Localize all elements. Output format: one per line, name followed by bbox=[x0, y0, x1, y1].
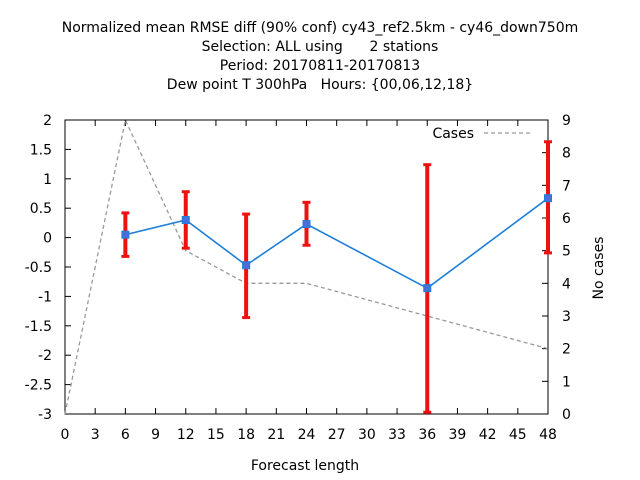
y-tick-label: -2.5 bbox=[25, 378, 52, 394]
chart-title: Normalized mean RMSE diff (90% conf) cy4… bbox=[61, 20, 579, 36]
y2-tick-label: 6 bbox=[562, 211, 571, 227]
y-tick-label: -1 bbox=[38, 289, 52, 305]
x-tick-label: 12 bbox=[177, 427, 195, 443]
y-tick-label: 1.5 bbox=[30, 142, 52, 158]
x-tick-label: 3 bbox=[91, 427, 100, 443]
y-tick-label: -3 bbox=[38, 407, 52, 423]
x-tick-label: 18 bbox=[237, 427, 255, 443]
diff-line bbox=[125, 197, 549, 290]
y2-tick-label: 0 bbox=[562, 407, 571, 423]
y2-tick-label: 4 bbox=[562, 276, 571, 292]
x-axis-label: Forecast length bbox=[251, 458, 359, 474]
x-tick-label: 6 bbox=[121, 427, 130, 443]
x-tick-label: 21 bbox=[267, 427, 285, 443]
chart-subtitle-period: Period: 20170811-20170813 bbox=[219, 58, 421, 74]
chart-subtitle-selection: Selection: ALL using 2 stations bbox=[201, 39, 439, 55]
y-tick-label: 2 bbox=[43, 113, 52, 129]
legend: Cases bbox=[432, 126, 530, 142]
x-tick-label: 0 bbox=[61, 427, 70, 443]
y-tick-label: -2 bbox=[38, 348, 52, 364]
diff-point bbox=[121, 230, 130, 239]
diff-point bbox=[181, 215, 190, 224]
x-tick-label: 9 bbox=[151, 427, 160, 443]
cases-line bbox=[64, 117, 549, 415]
y2-tick-label: 9 bbox=[562, 113, 571, 129]
y2-axis-label: No cases bbox=[591, 237, 607, 300]
y-tick-label: -1.5 bbox=[25, 319, 52, 335]
chart-title-block: Normalized mean RMSE diff (90% conf) cy4… bbox=[0, 19, 640, 95]
y-tick-label: -0.5 bbox=[25, 260, 52, 276]
axis-ticks: 0 3 6 9 12 15 18 21 24 27 30 33 36 39 42 45 4821.510.50-… bbox=[25, 113, 571, 443]
y2-tick-label: 7 bbox=[562, 178, 571, 194]
diff-layer bbox=[121, 194, 552, 293]
error-bars bbox=[121, 140, 552, 414]
diff-point bbox=[544, 194, 552, 203]
cases-layer bbox=[64, 117, 549, 415]
diff-point bbox=[302, 220, 311, 229]
x-tick-label: 36 bbox=[418, 427, 436, 443]
x-tick-label: 48 bbox=[539, 427, 557, 443]
y2-tick-label: 2 bbox=[562, 342, 571, 358]
y2-tick-label: 8 bbox=[562, 146, 571, 162]
x-tick-label: 30 bbox=[358, 427, 376, 443]
x-tick-label: 33 bbox=[388, 427, 406, 443]
x-tick-label: 45 bbox=[509, 427, 527, 443]
x-tick-label: 15 bbox=[207, 427, 225, 443]
x-tick-label: 24 bbox=[298, 427, 316, 443]
diff-point bbox=[423, 284, 432, 293]
plot-frame bbox=[64, 119, 549, 415]
y2-tick-label: 3 bbox=[562, 309, 571, 325]
chart-subtitle-parameter: Dew point T 300hPa Hours: {00,06,12,18} bbox=[166, 77, 474, 93]
diff-point bbox=[242, 261, 251, 270]
y2-tick-label: 5 bbox=[562, 244, 571, 260]
y2-tick-label: 1 bbox=[562, 374, 571, 390]
x-tick-label: 27 bbox=[328, 427, 346, 443]
y-tick-label: 1 bbox=[43, 172, 52, 188]
x-tick-label: 39 bbox=[449, 427, 467, 443]
x-tick-label: 42 bbox=[479, 427, 497, 443]
legend-label-cases: Cases bbox=[432, 126, 474, 142]
y-tick-label: 0.5 bbox=[30, 201, 52, 217]
y-tick-label: 0 bbox=[43, 231, 52, 247]
